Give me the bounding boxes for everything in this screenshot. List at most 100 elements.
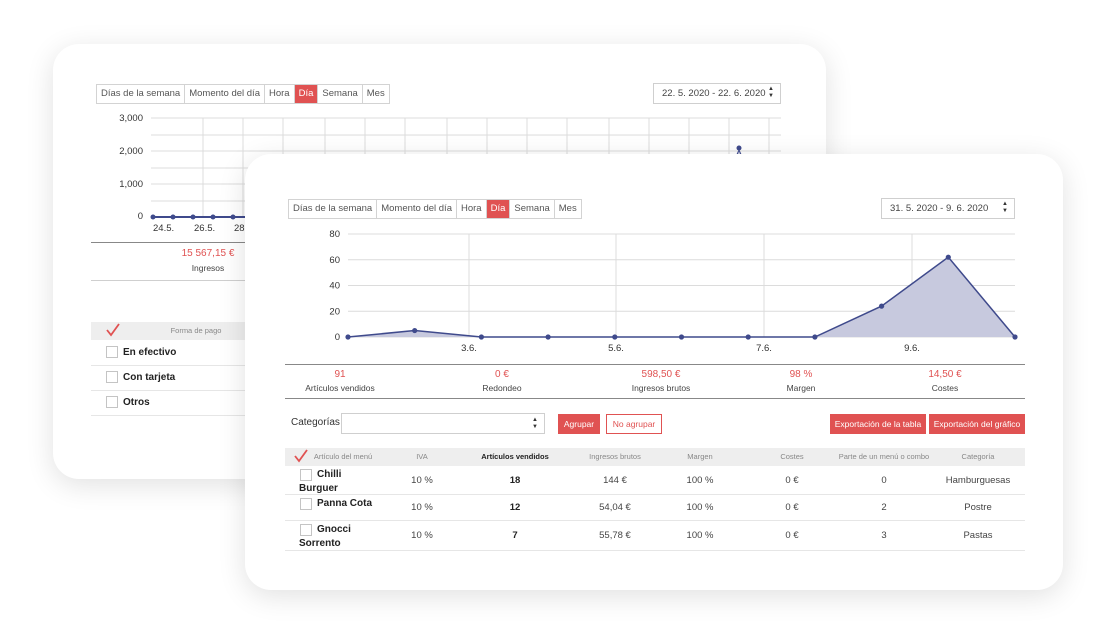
y-tick-label: 60 bbox=[329, 255, 340, 266]
checkmark-icon[interactable] bbox=[293, 449, 309, 463]
back-table-header: Forma de pago bbox=[91, 322, 291, 340]
cell-iva: 10 % bbox=[411, 502, 433, 513]
back-data-point bbox=[170, 214, 176, 220]
item-name: Gnocci bbox=[317, 524, 351, 535]
col-menu-combo[interactable]: Parte de un menú o combo bbox=[838, 452, 930, 461]
payment-method-label: Otros bbox=[123, 397, 150, 408]
divider bbox=[285, 398, 1025, 399]
y-tick-label: 20 bbox=[329, 306, 340, 317]
data-point bbox=[545, 334, 551, 340]
back-x-tick: 24.5. bbox=[153, 223, 175, 234]
col-margin[interactable]: Margen bbox=[687, 452, 713, 461]
checkmark-icon[interactable] bbox=[105, 323, 121, 337]
group-button[interactable]: Agrupar bbox=[558, 414, 600, 434]
row-checkbox[interactable] bbox=[106, 346, 118, 358]
back-y-tick: 2,000 bbox=[119, 146, 143, 157]
col-menu-item[interactable]: Artículo del menú bbox=[313, 452, 373, 461]
cell-gross: 55,78 € bbox=[599, 530, 631, 541]
back-period-tabs: Días de la semana Momento del día Hora D… bbox=[96, 84, 390, 104]
divider bbox=[91, 280, 291, 281]
back-tab-daytime[interactable]: Momento del día bbox=[185, 85, 265, 103]
back-tab-hour[interactable]: Hora bbox=[265, 85, 295, 103]
data-point bbox=[1012, 334, 1018, 340]
back-tab-day[interactable]: Día bbox=[294, 85, 319, 103]
stat-value: 598,50 € bbox=[641, 369, 681, 380]
tab-month[interactable]: Mes bbox=[558, 203, 577, 214]
cell-sold: 18 bbox=[509, 474, 521, 486]
front-report-card: Días de la semana Momento del día Hora D… bbox=[245, 154, 1063, 590]
data-point bbox=[812, 334, 818, 340]
divider bbox=[91, 242, 291, 243]
x-tick-label: 5.6. bbox=[608, 343, 624, 354]
back-date-range-select[interactable]: 22. 5. 2020 - 22. 6. 2020 ▲ ▼ bbox=[653, 83, 781, 104]
export-table-button[interactable]: Exportación de la tabla bbox=[830, 414, 926, 434]
y-tick-label: 80 bbox=[329, 229, 340, 240]
cell-iva: 10 % bbox=[411, 530, 433, 541]
cell-sold: 12 bbox=[509, 502, 521, 513]
stat-label: Costes bbox=[931, 383, 959, 393]
item-name-line2: Sorrento bbox=[299, 538, 341, 549]
tab-week[interactable]: Semana bbox=[510, 200, 555, 218]
table-row[interactable] bbox=[285, 521, 1025, 551]
back-tab-weekdays[interactable]: Días de la semana bbox=[97, 85, 186, 103]
col-category[interactable]: Categoría bbox=[961, 452, 995, 461]
back-y-tick: 0 bbox=[137, 211, 143, 222]
front-period-tabs: Días de la semana Momento del día Hora D… bbox=[288, 199, 582, 219]
back-x-tick: 28. bbox=[234, 223, 248, 234]
table-row[interactable] bbox=[285, 466, 1025, 495]
stat-label: Redondeo bbox=[482, 383, 522, 393]
y-tick-label: 40 bbox=[329, 281, 340, 292]
back-tab-month[interactable]: Mes bbox=[366, 88, 385, 99]
data-point bbox=[478, 334, 484, 340]
col-iva[interactable]: IVA bbox=[416, 452, 428, 461]
stat-value: 0 € bbox=[495, 369, 509, 380]
data-point bbox=[945, 254, 951, 260]
x-tick-label: 3.6. bbox=[461, 343, 477, 354]
cell-gross: 54,04 € bbox=[599, 502, 631, 513]
data-point bbox=[745, 334, 751, 340]
categories-select[interactable]: ▲ ▼ bbox=[341, 413, 545, 434]
stat-label: Ingresos brutos bbox=[631, 383, 691, 393]
back-y-tick: 1,000 bbox=[119, 179, 143, 190]
cell-margin: 100 % bbox=[686, 530, 714, 541]
updown-icon: ▲ ▼ bbox=[532, 417, 538, 430]
back-data-point bbox=[230, 214, 236, 220]
row-checkbox[interactable] bbox=[300, 524, 312, 536]
data-point bbox=[678, 334, 685, 340]
back-tab-week[interactable]: Semana bbox=[318, 85, 363, 103]
cell-costs: 0 € bbox=[785, 502, 799, 513]
tab-hour[interactable]: Hora bbox=[457, 200, 487, 218]
data-point bbox=[879, 303, 885, 309]
export-chart-button[interactable]: Exportación del gráfico bbox=[929, 414, 1025, 434]
stat-label: Artículos vendidos bbox=[305, 383, 375, 393]
cell-category: Pastas bbox=[963, 530, 993, 541]
cell-gross: 144 € bbox=[603, 474, 627, 486]
tab-day[interactable]: Día bbox=[486, 200, 511, 218]
row-checkbox[interactable] bbox=[300, 498, 312, 510]
table-row: Con tarjeta bbox=[91, 366, 291, 391]
cell-sold: 7 bbox=[512, 530, 518, 541]
back-col-payment: Forma de pago bbox=[170, 326, 222, 335]
back-data-point bbox=[736, 145, 742, 151]
back-x-tick: 26.5. bbox=[194, 223, 216, 234]
table-row[interactable] bbox=[285, 495, 1025, 521]
cell-category: Hamburguesas bbox=[945, 474, 1011, 486]
date-range-select[interactable]: 31. 5. 2020 - 9. 6. 2020 ▲ ▼ bbox=[881, 198, 1015, 219]
row-checkbox[interactable] bbox=[106, 396, 118, 408]
col-gross-income[interactable]: Ingresos brutos bbox=[589, 452, 641, 461]
back-date-range-text: 22. 5. 2020 - 22. 6. 2020 bbox=[662, 88, 766, 99]
row-checkbox[interactable] bbox=[106, 371, 118, 383]
stat-value: 91 bbox=[334, 369, 346, 380]
col-costs[interactable]: Costes bbox=[780, 452, 804, 461]
no-group-button[interactable]: No agrupar bbox=[606, 414, 662, 434]
col-items-sold[interactable]: Artículos vendidos bbox=[481, 452, 549, 461]
tab-daytime[interactable]: Momento del día bbox=[377, 200, 457, 218]
payment-method-label: En efectivo bbox=[123, 347, 177, 358]
x-tick-label: 9.6. bbox=[904, 343, 920, 354]
tab-weekdays[interactable]: Días de la semana bbox=[289, 200, 378, 218]
data-point bbox=[412, 327, 418, 334]
row-checkbox[interactable] bbox=[300, 469, 312, 481]
cell-part: 2 bbox=[881, 502, 887, 513]
updown-icon: ▲ ▼ bbox=[1002, 201, 1008, 214]
payment-method-label: Con tarjeta bbox=[123, 372, 176, 383]
